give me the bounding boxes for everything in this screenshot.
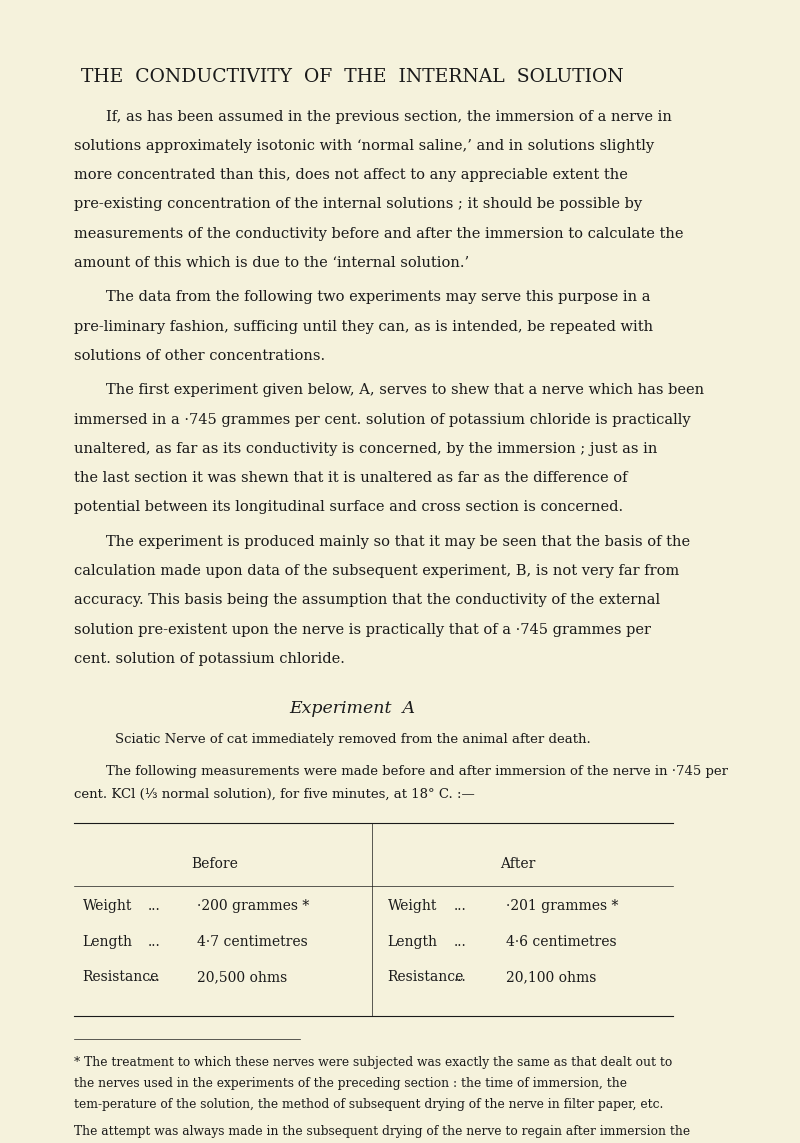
Text: The first experiment given below, A, serves to shew that a nerve which has been: The first experiment given below, A, ser… <box>106 383 704 398</box>
Text: If, as has been assumed in the previous section, the immersion of a nerve in: If, as has been assumed in the previous … <box>106 110 672 123</box>
Text: more concentrated than this, does not affect to any appreciable extent the: more concentrated than this, does not af… <box>74 168 628 182</box>
Text: potential between its longitudinal surface and cross section is concerned.: potential between its longitudinal surfa… <box>74 501 623 514</box>
Text: solution pre-existent upon the nerve is practically that of a ·745 grammes per: solution pre-existent upon the nerve is … <box>74 623 651 637</box>
Text: ...: ... <box>454 970 466 984</box>
Text: accuracy. This basis being the assumption that the conductivity of the external: accuracy. This basis being the assumptio… <box>74 593 660 607</box>
Text: cent. solution of potassium chloride.: cent. solution of potassium chloride. <box>74 652 345 666</box>
Text: immersed in a ·745 grammes per cent. solution of potassium chloride is practical: immersed in a ·745 grammes per cent. sol… <box>74 413 690 426</box>
Text: solutions of other concentrations.: solutions of other concentrations. <box>74 349 325 363</box>
Text: Weight: Weight <box>388 900 437 913</box>
Text: Resistance: Resistance <box>82 970 159 984</box>
Text: measurements of the conductivity before and after the immersion to calculate the: measurements of the conductivity before … <box>74 226 683 241</box>
Text: THE  CONDUCTIVITY  OF  THE  INTERNAL  SOLUTION: THE CONDUCTIVITY OF THE INTERNAL SOLUTIO… <box>81 67 624 86</box>
Text: 4·6 centimetres: 4·6 centimetres <box>506 935 617 949</box>
Text: amount of this which is due to the ‘internal solution.’: amount of this which is due to the ‘inte… <box>74 256 469 270</box>
Text: Sciatic Nerve of cat immediately removed from the animal after death.: Sciatic Nerve of cat immediately removed… <box>114 734 590 746</box>
Text: The data from the following two experiments may serve this purpose in a: The data from the following two experime… <box>106 290 650 304</box>
Text: ...: ... <box>148 900 161 913</box>
Text: ·200 grammes *: ·200 grammes * <box>198 900 310 913</box>
Text: pre-existing concentration of the internal solutions ; it should be possible by: pre-existing concentration of the intern… <box>74 198 642 211</box>
Text: The attempt was always made in the subsequent drying of the nerve to regain afte: The attempt was always made in the subse… <box>74 1125 690 1138</box>
Text: unaltered, as far as its conductivity is concerned, by the immersion ; just as i: unaltered, as far as its conductivity is… <box>74 442 658 456</box>
Text: 4·7 centimetres: 4·7 centimetres <box>198 935 308 949</box>
Text: Before: Before <box>191 856 238 871</box>
Text: ...: ... <box>148 970 161 984</box>
Text: 20,100 ohms: 20,100 ohms <box>506 970 597 984</box>
Text: 20,500 ohms: 20,500 ohms <box>198 970 288 984</box>
Text: ...: ... <box>454 935 466 949</box>
Text: Experiment  A: Experiment A <box>290 700 415 717</box>
Text: the nerves used in the experiments of the preceding section : the time of immers: the nerves used in the experiments of th… <box>74 1077 627 1090</box>
Text: The experiment is produced mainly so that it may be seen that the basis of the: The experiment is produced mainly so tha… <box>106 535 690 549</box>
Text: solutions approximately isotonic with ‘normal saline,’ and in solutions slightly: solutions approximately isotonic with ‘n… <box>74 139 654 153</box>
Text: pre-liminary fashion, sufficing until they can, as is intended, be repeated with: pre-liminary fashion, sufficing until th… <box>74 320 653 334</box>
Text: * The treatment to which these nerves were subjected was exactly the same as tha: * The treatment to which these nerves we… <box>74 1056 672 1069</box>
Text: calculation made upon data of the subsequent experiment, B, is not very far from: calculation made upon data of the subseq… <box>74 565 679 578</box>
Text: ...: ... <box>148 935 161 949</box>
Text: Resistance: Resistance <box>388 970 464 984</box>
Text: The following measurements were made before and after immersion of the nerve in : The following measurements were made bef… <box>106 765 728 777</box>
Text: Length: Length <box>388 935 438 949</box>
Text: cent. KCl (⅓ normal solution), for five minutes, at 18° C. :—: cent. KCl (⅓ normal solution), for five … <box>74 788 474 800</box>
Text: ·201 grammes *: ·201 grammes * <box>506 900 618 913</box>
Text: Weight: Weight <box>82 900 132 913</box>
Text: tem-perature of the solution, the method of subsequent drying of the nerve in fi: tem-perature of the solution, the method… <box>74 1098 663 1111</box>
Text: ...: ... <box>454 900 466 913</box>
Text: Length: Length <box>82 935 133 949</box>
Text: After: After <box>501 856 536 871</box>
Text: the last section it was shewn that it is unaltered as far as the difference of: the last section it was shewn that it is… <box>74 471 627 485</box>
